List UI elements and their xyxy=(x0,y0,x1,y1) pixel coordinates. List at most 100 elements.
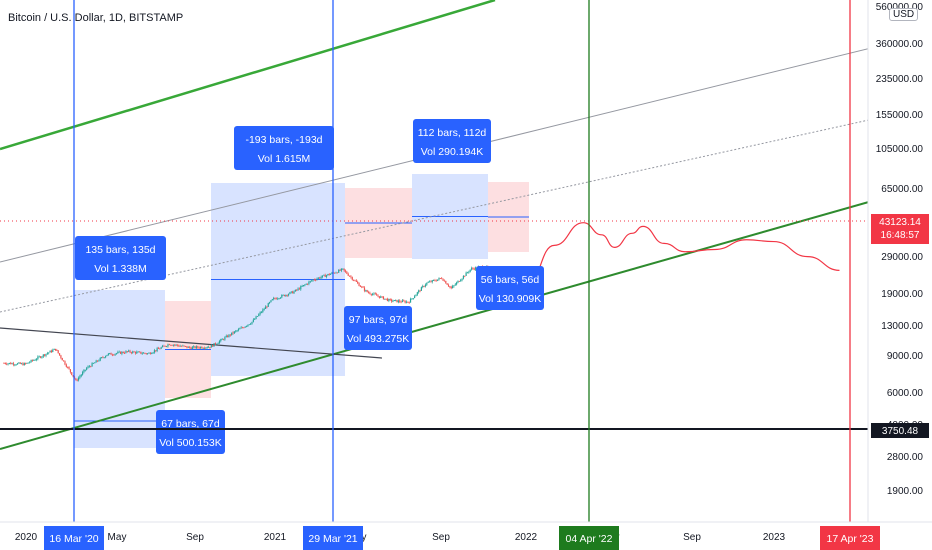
range-info-box[interactable] xyxy=(234,126,334,170)
candle-body xyxy=(68,367,70,370)
trend-line xyxy=(0,327,383,359)
candle-body xyxy=(245,325,248,327)
candle-body xyxy=(18,362,20,364)
candle-body xyxy=(275,298,277,300)
candle-body xyxy=(450,286,452,289)
candle-body xyxy=(464,275,466,277)
candle-body xyxy=(329,273,332,275)
candle-body xyxy=(457,280,459,283)
time-tick-label: 2020 xyxy=(15,532,38,543)
candle-body xyxy=(468,271,470,273)
price-tick-label: 155000.00 xyxy=(876,110,924,121)
candle-body xyxy=(382,296,385,300)
candle-body xyxy=(328,274,330,275)
price-tick-label: 65000.00 xyxy=(881,184,923,195)
price-axis[interactable]: 560000.00 360000.00 235000.00 155000.00 1050… xyxy=(867,0,929,522)
candle-body xyxy=(197,346,199,348)
candle-body xyxy=(222,339,225,340)
candle-body xyxy=(152,352,154,354)
candle-body xyxy=(355,280,357,282)
candle-body xyxy=(195,346,198,349)
candle-body xyxy=(75,378,77,380)
candle-body xyxy=(174,344,176,346)
candle-body xyxy=(442,278,444,281)
candle-body xyxy=(69,369,71,373)
candle-body xyxy=(54,348,57,351)
candle-body xyxy=(63,360,65,362)
candle-body xyxy=(400,301,402,303)
candle-body xyxy=(412,298,414,299)
candle-body xyxy=(279,297,282,299)
candle-body xyxy=(475,267,477,270)
candle-body xyxy=(359,286,362,287)
range-info-text: Vol 130.909K xyxy=(479,293,541,305)
range-box[interactable] xyxy=(74,290,165,448)
candle-body xyxy=(107,353,109,355)
time-axis[interactable]: 2020MaySep2021MaySep2022MaySep202316 Mar… xyxy=(0,521,932,550)
candle-body xyxy=(256,316,259,317)
candle-body xyxy=(266,306,268,308)
range-info-box[interactable] xyxy=(413,119,491,163)
candle-body xyxy=(378,296,380,298)
candle-body xyxy=(424,284,427,287)
range-info-box[interactable] xyxy=(156,410,225,454)
range-info-box[interactable] xyxy=(75,236,166,280)
candle-body xyxy=(361,286,363,288)
candle-body xyxy=(350,276,352,278)
candle-body xyxy=(83,370,85,373)
candle-body xyxy=(61,358,63,361)
candle-body xyxy=(241,327,244,329)
candle-body xyxy=(199,346,202,349)
candle-body xyxy=(216,343,218,345)
candle-body xyxy=(423,286,425,287)
marker-date-label xyxy=(820,526,880,550)
candle-body xyxy=(35,359,38,360)
candle-body xyxy=(25,363,27,364)
candle-body xyxy=(239,328,241,330)
candle-body xyxy=(451,286,454,289)
candle-body xyxy=(404,301,406,303)
candle-body xyxy=(56,350,58,351)
currency-button[interactable]: USD xyxy=(889,8,919,21)
candle-body xyxy=(122,351,124,353)
candle-body xyxy=(91,363,93,367)
candle-body xyxy=(126,351,128,353)
candle-body xyxy=(151,353,153,355)
range-info-text: Vol 500.153K xyxy=(159,437,221,449)
candle-body xyxy=(95,360,97,363)
candle-body xyxy=(281,295,283,298)
candle-body xyxy=(370,293,372,295)
candle-body xyxy=(441,278,443,280)
candle-body xyxy=(289,292,291,295)
candle-body xyxy=(106,354,108,357)
candle-body xyxy=(193,346,195,348)
candle-body xyxy=(98,360,100,362)
candle-body xyxy=(179,345,181,347)
candle-body xyxy=(156,348,158,351)
channel-mid-line xyxy=(0,119,868,313)
candle-body xyxy=(290,291,292,293)
candle-body xyxy=(48,352,50,354)
candle-body xyxy=(77,377,80,381)
price-tick-label: 235000.00 xyxy=(876,74,924,85)
candle-body xyxy=(21,363,23,365)
marker-date-label xyxy=(559,526,619,550)
candle-body xyxy=(37,356,39,360)
time-tick-label: 2022 xyxy=(515,532,538,543)
price-tick-label: 13000.00 xyxy=(881,321,923,332)
range-info-text: Vol 1.615M xyxy=(258,153,311,165)
candle-body xyxy=(109,353,111,354)
candle-body xyxy=(465,272,467,276)
candle-body xyxy=(434,280,436,281)
candle-body xyxy=(147,353,149,355)
range-info-box[interactable] xyxy=(476,266,544,310)
candle-body xyxy=(46,353,48,355)
candle-body xyxy=(38,356,40,358)
candle-body xyxy=(278,298,280,300)
range-info-box[interactable] xyxy=(344,306,412,350)
candle-body xyxy=(293,291,295,294)
candle-body xyxy=(264,306,267,309)
candle-body xyxy=(419,290,421,292)
marker-date-label xyxy=(44,526,104,550)
